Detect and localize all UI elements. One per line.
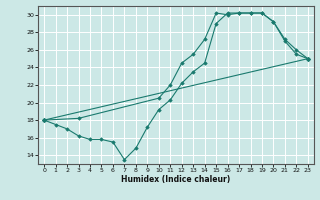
X-axis label: Humidex (Indice chaleur): Humidex (Indice chaleur) bbox=[121, 175, 231, 184]
